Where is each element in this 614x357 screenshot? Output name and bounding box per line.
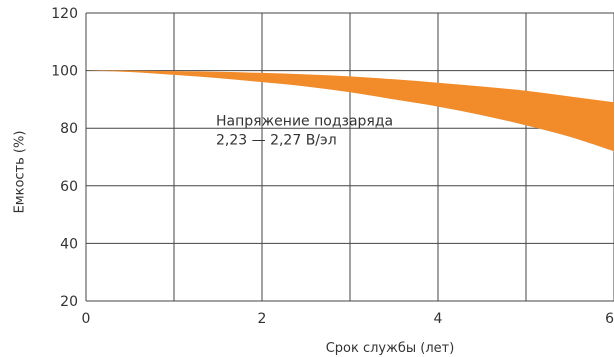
- y-axis-title: Емкость (%): [13, 131, 28, 214]
- y-tick-label: 20: [60, 294, 78, 310]
- capacity-band: [86, 70, 614, 152]
- x-tick-label: 0: [82, 311, 91, 327]
- y-tick-label: 60: [60, 179, 78, 195]
- y-tick-label: 120: [51, 6, 78, 22]
- annotation-line-1: Напряжение подзаряда: [216, 114, 393, 130]
- y-tick-label: 40: [60, 236, 78, 252]
- x-tick-label: 6: [605, 311, 614, 327]
- y-axis-tick-labels: 20 40 60 80 100 120: [51, 6, 78, 310]
- x-axis-title: Срок службы (лет): [326, 341, 455, 356]
- x-axis-tick-labels: 0 2 4 6: [82, 311, 614, 327]
- x-tick-label: 4: [434, 311, 443, 327]
- grid: [85, 12, 614, 302]
- y-tick-label: 100: [51, 64, 78, 80]
- annotation-line-2: 2,23 — 2,27 В/эл: [216, 133, 337, 149]
- x-tick-label: 2: [258, 311, 267, 327]
- y-tick-label: 80: [60, 121, 78, 137]
